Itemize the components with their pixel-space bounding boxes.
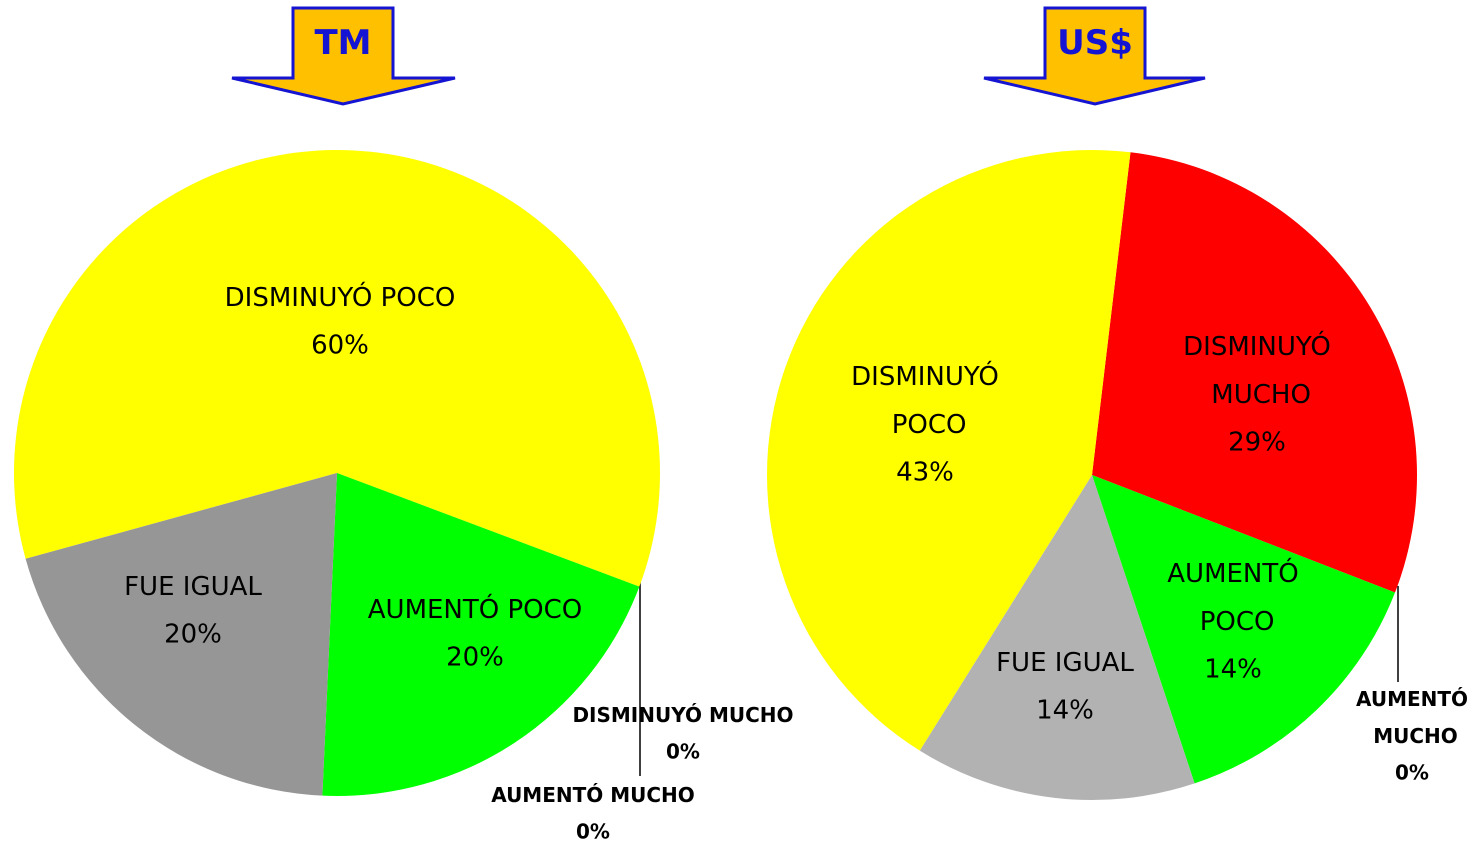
value-label: 60% (311, 331, 369, 361)
pie-slice (766, 149, 1131, 751)
slice-label: DISMINUYÓ POCO (225, 281, 456, 313)
slice-label: DISMINUYÓ POCO (851, 360, 999, 440)
title-arrow: US$ (983, 6, 1206, 106)
value-label: 20% (446, 643, 504, 673)
slice-label: AUMENTÓ POCO (1167, 557, 1298, 637)
arrow-shape (231, 6, 456, 106)
value-label: 14% (1204, 655, 1262, 685)
slice-label: AUMENTÓ MUCHO (491, 783, 695, 807)
value-label: 20% (164, 620, 222, 650)
pie-slice (1092, 475, 1396, 784)
value-label: 0% (1395, 761, 1429, 785)
value-label: 0% (666, 740, 700, 764)
value-label: 14% (1036, 696, 1094, 726)
slice-label: DISMINUYÓ MUCHO (572, 703, 793, 727)
pie: DISMINUYÓ POCO 60% DISMINUYÓ MUCHO 0% AUMENT… (13, 149, 794, 844)
slice-label: AUMENTÓ POCO (368, 593, 583, 625)
title-arrow: TM (231, 6, 456, 106)
chart-title: TM (314, 23, 371, 63)
slice-label: FUE IGUAL (996, 648, 1134, 678)
pie-slice (25, 473, 337, 796)
pie: DISMINUYÓ MUCHO 29% AUMENTÓ MUCHO 0% AUMENTÓ… (766, 149, 1468, 801)
slice-label: AUMENTÓ MUCHO (1356, 687, 1468, 748)
value-label: 29% (1228, 428, 1286, 458)
slice-label: DISMINUYÓ MUCHO (1183, 330, 1331, 410)
slice-label: FUE IGUAL (124, 572, 262, 602)
arrow-shape (983, 6, 1206, 106)
value-label: 0% (576, 820, 610, 844)
pie-slice (919, 475, 1195, 801)
pie-slice (322, 473, 640, 796)
chart-title: US$ (1057, 23, 1133, 63)
pie-slice (13, 149, 660, 587)
value-label: 43% (896, 458, 954, 488)
pie-slice (1092, 152, 1417, 593)
